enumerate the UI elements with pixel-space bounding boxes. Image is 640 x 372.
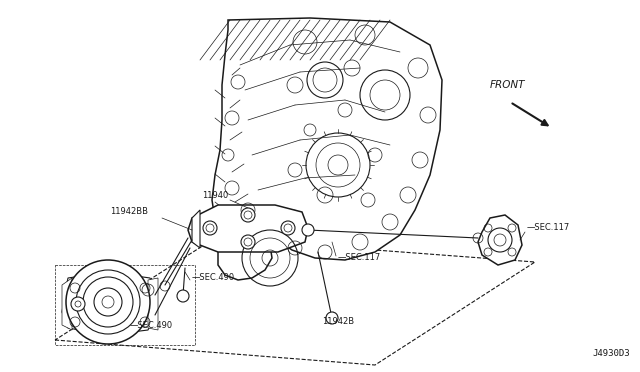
Text: —SEC.490: —SEC.490 bbox=[192, 273, 235, 282]
Polygon shape bbox=[188, 205, 308, 252]
Text: —SEC.490: —SEC.490 bbox=[130, 321, 173, 330]
Circle shape bbox=[66, 260, 150, 344]
Polygon shape bbox=[192, 210, 200, 248]
Circle shape bbox=[326, 312, 338, 324]
Circle shape bbox=[177, 290, 189, 302]
Circle shape bbox=[281, 221, 295, 235]
Circle shape bbox=[302, 224, 314, 236]
Polygon shape bbox=[62, 272, 155, 335]
Polygon shape bbox=[148, 278, 158, 330]
Circle shape bbox=[241, 235, 255, 249]
Text: —SEC.117: —SEC.117 bbox=[338, 253, 381, 263]
Polygon shape bbox=[478, 215, 522, 265]
Polygon shape bbox=[212, 18, 442, 280]
Text: 11942B: 11942B bbox=[322, 317, 354, 327]
Text: J4930D3: J4930D3 bbox=[593, 349, 630, 358]
Circle shape bbox=[71, 297, 85, 311]
Text: FRONT: FRONT bbox=[490, 80, 525, 90]
Text: —SEC.117: —SEC.117 bbox=[527, 224, 570, 232]
Circle shape bbox=[203, 221, 217, 235]
Text: 11942BB: 11942BB bbox=[110, 208, 148, 217]
Circle shape bbox=[241, 208, 255, 222]
Text: 11940: 11940 bbox=[202, 192, 228, 201]
Polygon shape bbox=[62, 278, 72, 330]
